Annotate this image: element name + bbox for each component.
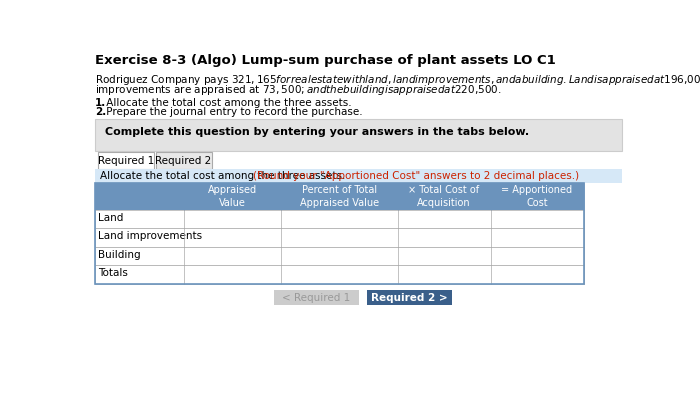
Text: = Apportioned
Cost: = Apportioned Cost (501, 184, 573, 208)
Text: Required 2: Required 2 (155, 156, 211, 166)
Text: Rodriguez Company pays $321,165 for real estate with land, land improvements, an: Rodriguez Company pays $321,165 for real… (95, 73, 700, 87)
Bar (367, 290, 452, 305)
Text: Appraised
Value: Appraised Value (209, 184, 258, 208)
Bar (95, 119, 622, 151)
Text: Building: Building (98, 250, 141, 260)
Bar (95, 183, 584, 209)
Bar (98, 152, 154, 169)
Bar (95, 183, 584, 284)
Text: (Round your "Apportioned Cost" answers to 2 decimal places.): (Round your "Apportioned Cost" answers t… (253, 171, 580, 181)
Text: Required 2 >: Required 2 > (371, 293, 447, 303)
Text: × Total Cost of
Acquisition: × Total Cost of Acquisition (408, 184, 480, 208)
Text: Land: Land (98, 213, 124, 223)
Text: 2.: 2. (95, 107, 106, 117)
Bar (95, 247, 584, 265)
Bar (274, 290, 358, 305)
Bar (95, 169, 622, 183)
Text: 1.: 1. (95, 98, 106, 108)
Text: Exercise 8-3 (Algo) Lump-sum purchase of plant assets LO C1: Exercise 8-3 (Algo) Lump-sum purchase of… (95, 54, 556, 67)
Text: Prepare the journal entry to record the purchase.: Prepare the journal entry to record the … (103, 107, 363, 117)
Text: Land improvements: Land improvements (98, 231, 202, 241)
Text: Totals: Totals (98, 268, 128, 278)
Text: Allocate the total cost among the three assets.: Allocate the total cost among the three … (100, 171, 345, 181)
Text: Allocate the total cost among the three assets.: Allocate the total cost among the three … (103, 98, 351, 108)
Bar (95, 209, 584, 228)
Text: Percent of Total
Appraised Value: Percent of Total Appraised Value (300, 184, 379, 208)
Bar (95, 265, 584, 284)
Bar (155, 152, 211, 169)
Bar (95, 228, 584, 247)
Text: Complete this question by entering your answers in the tabs below.: Complete this question by entering your … (104, 127, 528, 137)
Text: Required 1: Required 1 (98, 156, 155, 166)
Text: < Required 1: < Required 1 (282, 293, 350, 303)
Text: improvements are appraised at $73,500; and the building is appraised at $220,500: improvements are appraised at $73,500; a… (95, 83, 502, 97)
